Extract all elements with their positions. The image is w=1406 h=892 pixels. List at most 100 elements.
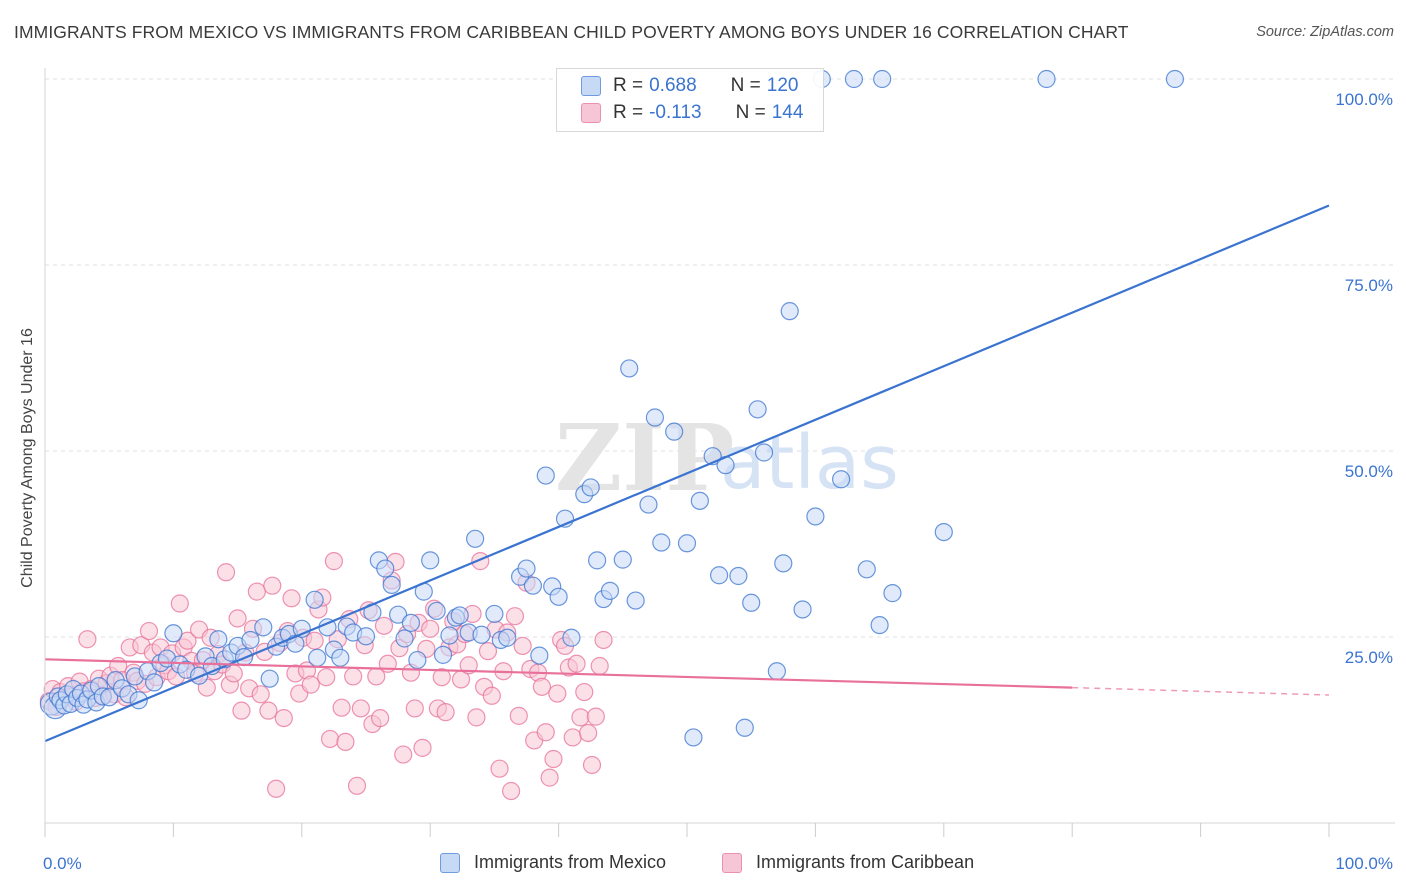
data-point-mexico xyxy=(1037,69,1056,89)
y-tick-label: 25.0% xyxy=(1345,648,1393,667)
data-point-caribbean xyxy=(263,576,282,595)
data-point-caribbean xyxy=(320,729,340,749)
data-point-mexico xyxy=(421,551,440,570)
y-tick-label: 100.0% xyxy=(1335,90,1393,109)
legend-label-caribbean: Immigrants from Caribbean xyxy=(756,852,975,872)
data-point-caribbean xyxy=(351,699,370,718)
data-point-mexico xyxy=(395,629,414,648)
legend-item-caribbean[interactable]: Immigrants from Caribbean xyxy=(722,852,974,873)
source-credit: Source: ZipAtlas.com xyxy=(1256,24,1394,40)
data-point-mexico xyxy=(382,575,401,595)
series-mexico-points xyxy=(39,69,1185,747)
stats-row-mexico: R = 0.688 N = 120 xyxy=(581,73,798,99)
data-point-mexico xyxy=(844,69,864,89)
data-point-caribbean xyxy=(544,749,563,769)
data-point-mexico xyxy=(581,478,600,497)
data-point-mexico xyxy=(408,650,427,670)
data-point-mexico xyxy=(450,606,469,625)
data-point-mexico xyxy=(100,688,119,707)
data-point-caribbean xyxy=(490,759,509,778)
data-point-mexico xyxy=(934,522,953,542)
chart-title: IMMIGRANTS FROM MEXICO VS IMMIGRANTS FRO… xyxy=(14,22,1129,42)
data-point-caribbean xyxy=(501,781,521,801)
x-tick-label: 100.0% xyxy=(1335,854,1393,873)
data-point-mexico xyxy=(254,618,273,637)
data-point-mexico xyxy=(440,626,459,645)
data-point-caribbean xyxy=(436,703,455,722)
data-point-caribbean xyxy=(513,636,532,656)
data-point-caribbean xyxy=(532,677,552,696)
data-point-mexico xyxy=(735,718,754,737)
data-point-mexico xyxy=(1165,69,1185,89)
data-point-caribbean xyxy=(344,667,363,686)
data-point-mexico xyxy=(498,628,517,647)
stats-row-caribbean: R = -0.113 N = 144 xyxy=(581,100,803,126)
data-point-mexico xyxy=(690,491,709,510)
trend-line-caribbean xyxy=(44,658,1073,689)
data-point-mexico xyxy=(767,662,786,681)
data-point-caribbean xyxy=(478,642,498,661)
data-point-caribbean xyxy=(421,619,440,638)
data-point-mexico xyxy=(530,646,549,665)
data-point-mexico xyxy=(241,630,260,650)
legend-item-mexico[interactable]: Immigrants from Mexico xyxy=(440,852,666,873)
data-point-mexico xyxy=(427,601,446,621)
n-value: 144 xyxy=(771,102,804,123)
data-point-caribbean xyxy=(548,684,567,703)
data-point-caribbean xyxy=(582,755,602,775)
data-point-caribbean xyxy=(301,675,320,694)
data-point-mexico xyxy=(356,627,376,646)
data-point-caribbean xyxy=(374,616,394,635)
data-point-mexico xyxy=(883,584,902,603)
data-point-caribbean xyxy=(586,707,605,726)
data-point-mexico xyxy=(164,624,183,643)
y-tick-label: 75.0% xyxy=(1345,276,1393,295)
data-point-mexico xyxy=(588,551,607,570)
mexico-legend-swatch xyxy=(440,852,460,873)
grid-layer xyxy=(45,78,1395,638)
n-value: 120 xyxy=(766,75,799,96)
data-point-mexico xyxy=(857,560,876,579)
data-point-mexico xyxy=(729,566,748,586)
data-point-mexico xyxy=(472,625,491,644)
n-label: N = xyxy=(730,75,761,96)
data-point-mexico xyxy=(870,615,889,635)
data-point-caribbean xyxy=(139,621,159,641)
data-point-caribbean xyxy=(432,668,451,687)
r-value: -0.113 xyxy=(649,102,702,123)
data-point-caribbean xyxy=(482,686,501,705)
data-point-mexico xyxy=(774,554,793,573)
data-point-mexico xyxy=(562,628,581,647)
data-point-mexico xyxy=(517,559,536,578)
data-point-mexico xyxy=(145,673,164,692)
data-point-mexico xyxy=(780,302,799,321)
r-label: R = xyxy=(613,102,644,123)
data-point-mexico xyxy=(873,69,892,89)
data-point-caribbean xyxy=(575,682,594,702)
data-point-caribbean xyxy=(405,699,424,718)
data-point-mexico xyxy=(549,587,568,606)
legend-label-mexico: Immigrants from Mexico xyxy=(474,852,667,872)
data-point-mexico xyxy=(639,495,658,514)
data-point-mexico xyxy=(665,422,684,441)
caribbean-swatch xyxy=(581,103,601,123)
mexico-swatch xyxy=(581,76,601,96)
trend-line-mexico xyxy=(44,204,1330,743)
data-point-caribbean xyxy=(394,745,413,764)
caribbean-legend-swatch xyxy=(722,852,742,873)
data-point-mexico xyxy=(485,604,504,624)
r-label: R = xyxy=(613,75,644,96)
data-point-caribbean xyxy=(251,685,270,704)
data-point-mexico xyxy=(626,591,645,610)
data-point-caribbean xyxy=(332,698,351,717)
data-point-caribbean xyxy=(571,708,590,727)
n-label: N = xyxy=(735,102,766,123)
data-point-caribbean xyxy=(216,563,236,582)
data-point-mexico xyxy=(376,559,395,578)
data-point-mexico xyxy=(389,605,408,624)
data-point-mexico xyxy=(305,590,324,609)
data-point-mexico xyxy=(831,470,851,489)
data-point-caribbean xyxy=(347,776,367,795)
data-point-caribbean xyxy=(178,631,197,650)
